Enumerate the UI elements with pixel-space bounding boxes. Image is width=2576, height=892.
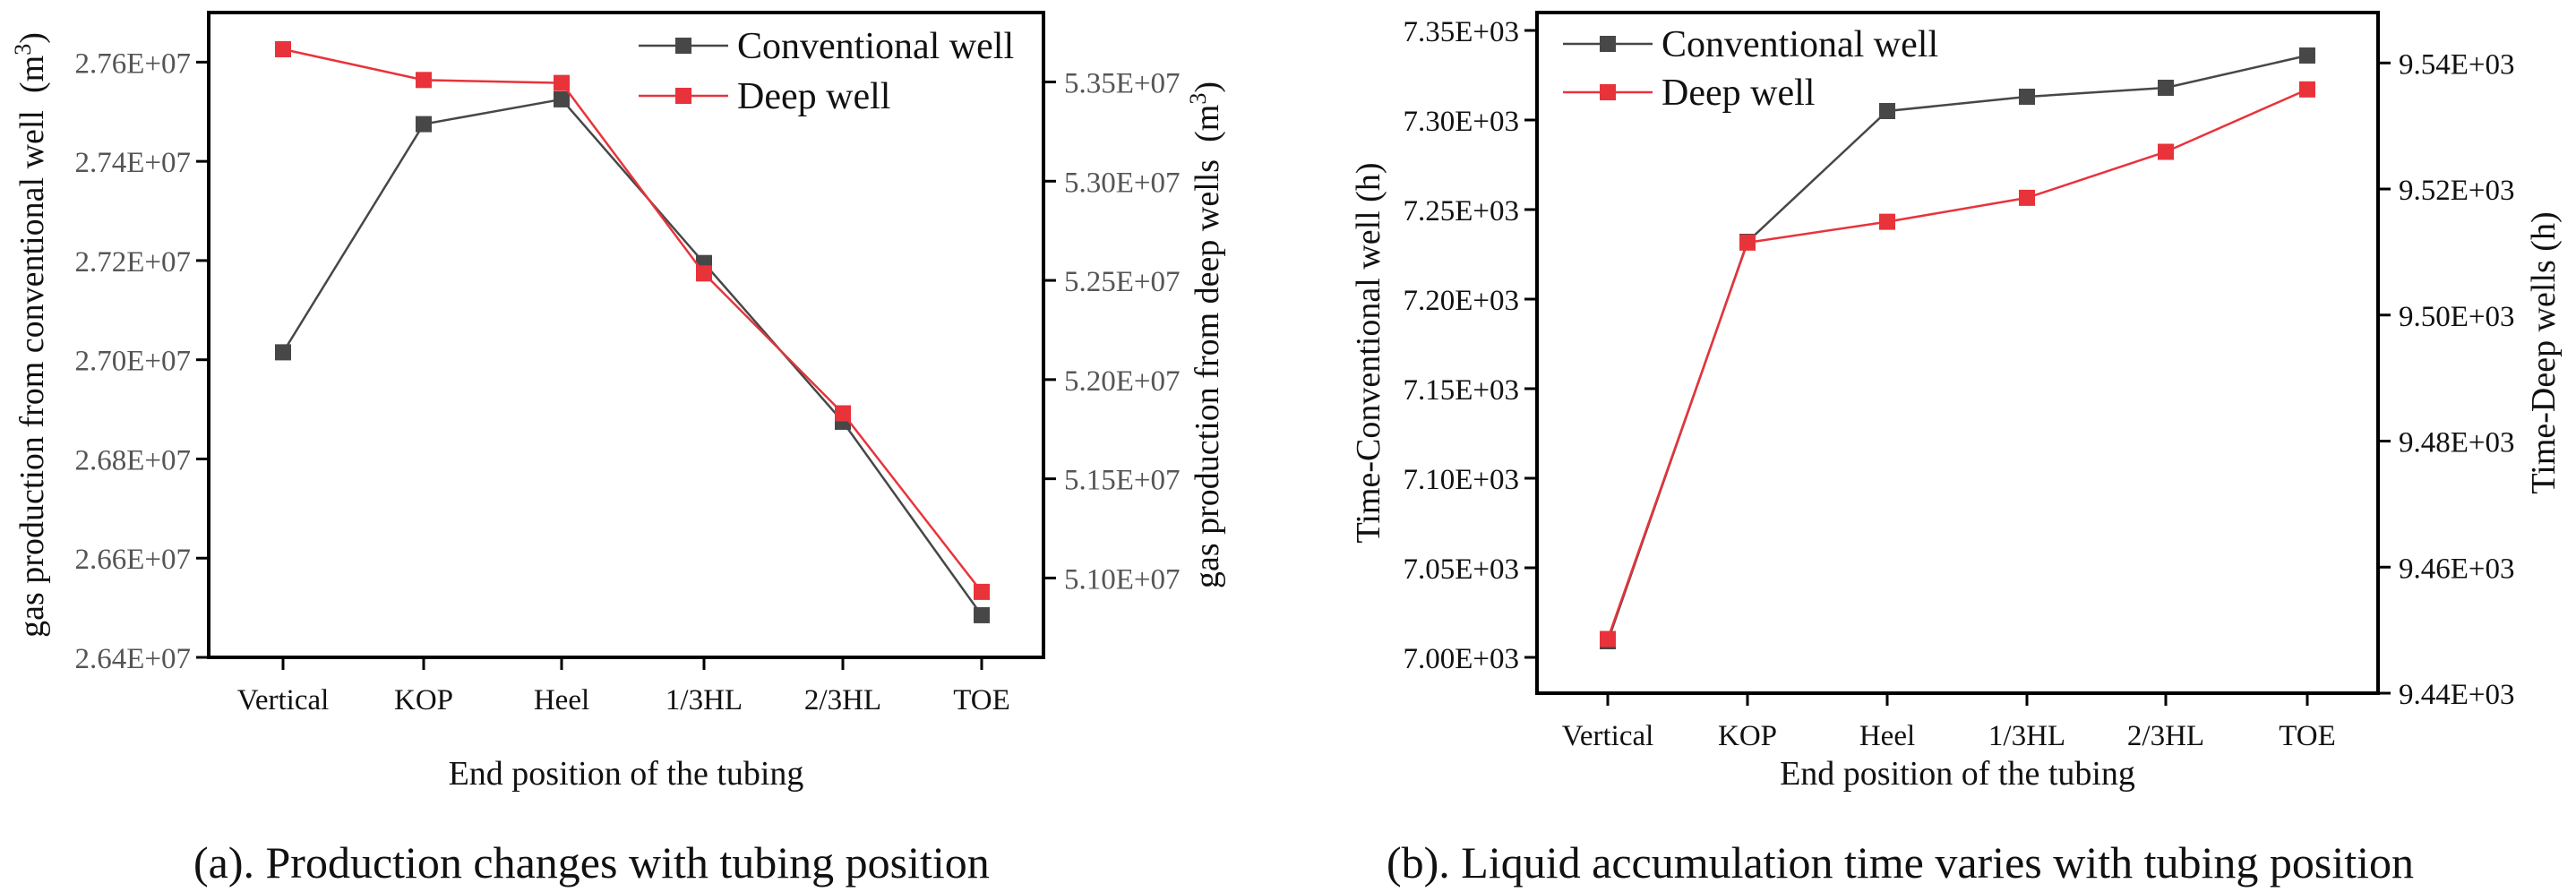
data-point [554,74,570,91]
plot-frame [1535,11,2380,695]
data-point [2299,47,2315,64]
legend-marker [675,38,691,54]
series-line-0 [1606,54,2308,642]
right-y-tick-label: 5.35E+07 [1064,68,1181,100]
right-y-tick-label: 9.52E+03 [2399,175,2515,207]
series-line-1 [282,47,983,593]
right-y-tick-label: 9.48E+03 [2399,427,2515,459]
right-y-tick-label: 9.44E+03 [2399,679,2515,711]
legend-label: Conventional well [1662,24,1938,65]
data-point [1879,103,1895,119]
left-y-tick-label: 7.25E+03 [1403,195,1519,227]
right-y-tick-label: 5.10E+07 [1064,563,1181,596]
data-point [554,90,570,107]
x-tick-label: 1/3HL [665,684,743,716]
data-point [2299,81,2315,98]
data-point [2158,143,2174,160]
right-y-tick-label: 5.30E+07 [1064,167,1181,199]
left-y-tick-label: 2.66E+07 [74,544,191,576]
left-y-tick-label: 7.35E+03 [1403,16,1519,48]
left-axis-title-unit-close: ) [13,32,51,44]
x-tick-label: Heel [1859,720,1915,752]
left-y-tick-label: 2.74E+07 [74,147,191,179]
x-axis-title: End position of the tubing [449,755,804,793]
left-axis-title-unit-exp: 3 [10,44,36,56]
x-tick-label: TOE [2279,720,2336,752]
right-axis-title: Time-Deep wells (h) [2525,211,2563,493]
right-y-tick-label: 5.15E+07 [1064,465,1181,497]
left-axis-title: Time-Conventional well (h) [1350,163,1387,544]
right-y-tick-label: 9.46E+03 [2399,553,2515,585]
left-y-tick-label: 7.20E+03 [1403,285,1519,317]
data-point [275,40,291,57]
series-line-0 [281,98,983,616]
left-y-tick-label: 2.76E+07 [74,47,191,80]
data-point [2158,80,2174,96]
right-axis-title: gas production from deep wells (m3) [1185,81,1227,588]
data-point [416,72,432,89]
data-point [974,583,990,600]
x-axis-title: End position of the tubing [1780,755,2135,793]
x-tick-label: KOP [1718,720,1777,752]
figure-caption: (a). Production changes with tubing posi… [193,837,990,888]
right-axis-title-unit-exp: 3 [1185,93,1211,105]
legend-label: Conventional well [737,26,1014,67]
right-axis-title-unit-close: ) [1189,81,1226,93]
x-tick-label: TOE [953,684,1010,716]
legend-label: Deep well [737,76,890,117]
legend-marker [675,88,691,104]
left-axis-title: gas production from conventional well (m… [10,32,52,638]
chart-a: Vertical KOP Heel 1/3HL 2/3HL TOE 2.64E+07 2.66… [10,11,1227,888]
right-axis-title-unit: (m [1189,105,1226,159]
series-line-1 [1606,88,2308,639]
data-point [2019,189,2035,206]
data-point [1879,213,1895,230]
left-y-tick-label: 7.10E+03 [1403,464,1519,496]
legend-label: Deep well [1662,73,1815,114]
chart-b: Vertical KOP Heel 1/3HL 2/3HL TOE 7.00E+03 7.05… [1350,11,2563,888]
x-tick-label: 1/3HL [1988,720,2065,752]
plot-frame [207,11,1045,659]
x-tick-label: Heel [534,684,589,716]
data-point [1600,630,1616,648]
x-tick-label: 2/3HL [2127,720,2204,752]
figure-caption: (b). Liquid accumulation time varies wit… [1387,837,2414,888]
data-point [696,265,712,282]
left-y-tick-label: 2.70E+07 [74,346,191,378]
left-y-tick-label: 2.64E+07 [74,643,191,675]
data-point [275,344,291,361]
x-tick-label: Vertical [1562,720,1654,752]
data-point [974,606,990,623]
left-axis-title-unit: (m [13,56,51,110]
x-tick-label: KOP [394,684,453,716]
left-y-tick-label: 7.05E+03 [1403,553,1519,586]
left-y-tick-label: 7.30E+03 [1403,106,1519,138]
legend-marker [1600,84,1616,100]
right-y-tick-label: 5.25E+07 [1064,266,1181,298]
x-tick-label: 2/3HL [804,684,881,716]
right-y-tick-label: 9.50E+03 [2399,301,2515,333]
data-point [835,405,851,422]
left-y-tick-label: 2.72E+07 [74,246,191,279]
right-y-tick-label: 5.20E+07 [1064,365,1181,398]
data-point [1739,234,1756,251]
data-point [2019,89,2035,105]
legend-marker [1600,36,1616,52]
data-point [416,116,432,133]
right-y-tick-label: 9.54E+03 [2399,48,2515,81]
x-tick-label: Vertical [237,684,330,716]
left-y-tick-label: 7.00E+03 [1403,643,1519,675]
left-y-tick-label: 7.15E+03 [1403,374,1519,407]
left-y-tick-label: 2.68E+07 [74,444,191,476]
